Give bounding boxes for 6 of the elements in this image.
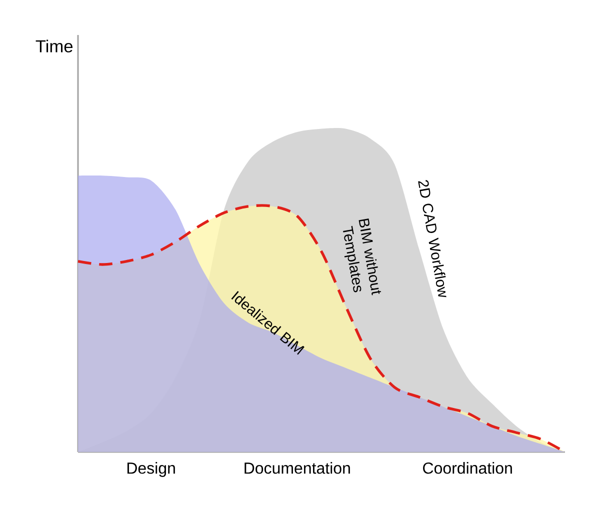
y-axis-title: Time bbox=[36, 40, 73, 52]
text: BIM without Templates bbox=[343, 218, 382, 296]
x-tick-label: Coordination bbox=[423, 462, 512, 474]
x-tick-label: Design bbox=[127, 462, 175, 477]
x-tick-label: Documentation bbox=[244, 462, 350, 474]
text: 2D CAD Workflow bbox=[418, 180, 446, 298]
